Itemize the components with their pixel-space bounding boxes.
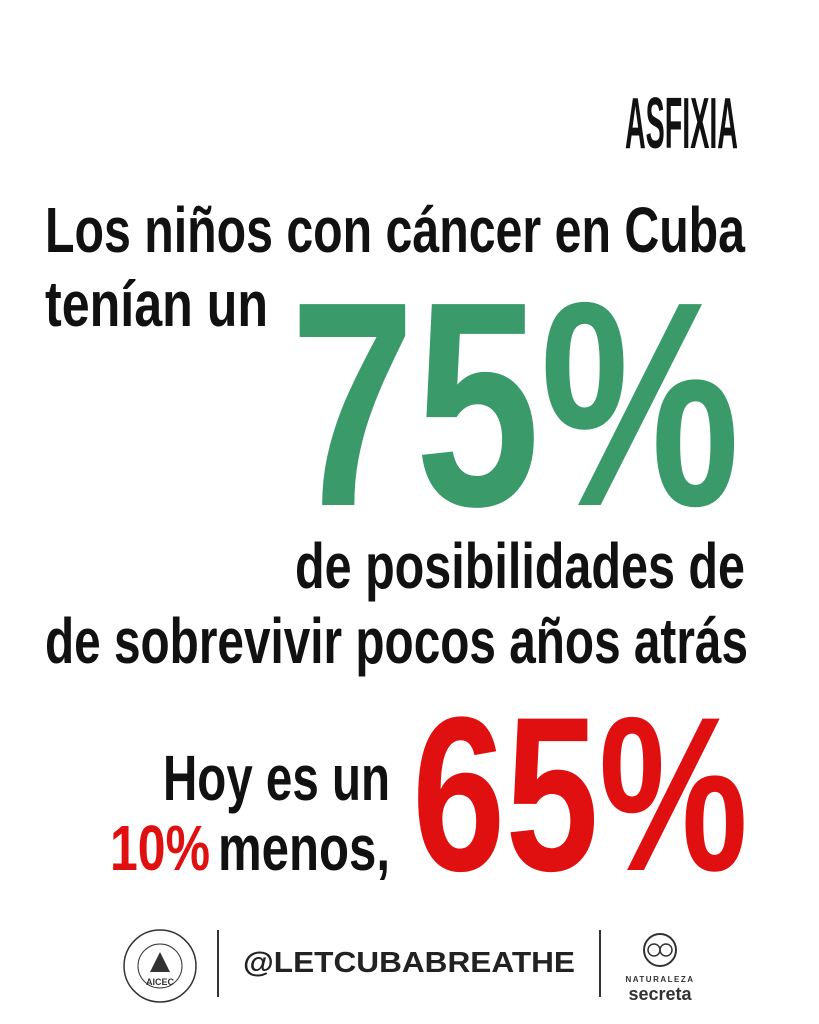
headline-line: Los niños con cáncer en Cuba [45,194,745,266]
handle: @LETCUBABREATHE [243,947,575,979]
logo-spiral [659,943,673,957]
logo-ring [137,943,183,989]
footer: AICEC @LETCUBABREATHE NATURALEZA secreta [123,929,694,1004]
logo-ring [123,929,197,1003]
diff-percent: 10% [110,812,210,884]
big-percent: 75% [290,241,740,567]
logo-spiral [643,933,677,967]
headline-line: tenían un [45,268,268,340]
logo-text: NATURALEZA [625,975,694,984]
logo-text: AICEC [146,977,175,987]
today-line: Hoy es un [163,742,390,814]
brand: ASFIXIA [625,84,738,164]
logo-text: secreta [628,984,692,1004]
headline-line: de sobrevivir pocos años atrás [45,605,748,677]
big-percent: 65% [412,671,748,917]
headline-line: de posibilidades de [295,530,745,602]
logo-icon [150,952,170,972]
today-line: menos, [218,812,390,884]
